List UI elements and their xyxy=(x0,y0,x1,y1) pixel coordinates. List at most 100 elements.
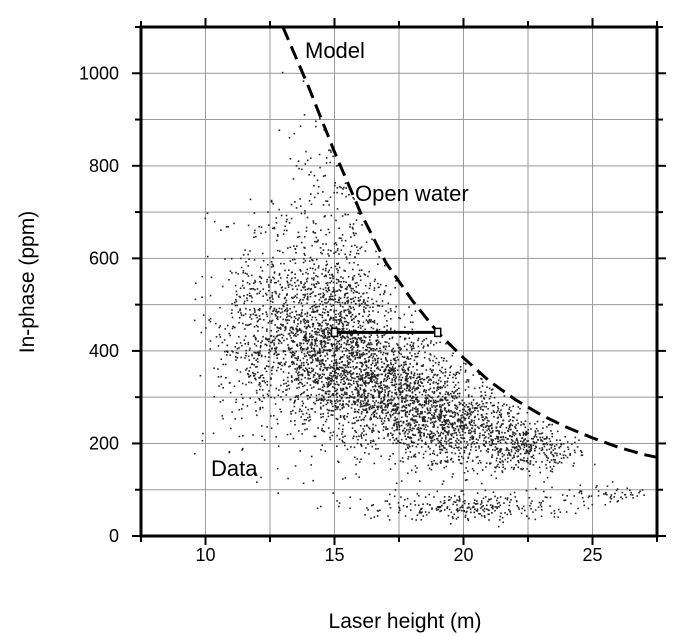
data-point xyxy=(239,342,242,344)
data-point xyxy=(503,502,505,504)
data-point xyxy=(374,410,376,413)
data-point xyxy=(377,350,380,353)
data-point xyxy=(307,373,310,376)
data-point xyxy=(440,371,442,373)
data-point xyxy=(519,446,521,448)
data-point xyxy=(421,382,424,384)
data-point xyxy=(463,402,466,404)
data-point xyxy=(298,327,301,330)
data-point xyxy=(328,296,331,298)
data-point xyxy=(444,371,447,373)
data-point xyxy=(330,293,332,295)
data-point xyxy=(394,416,396,419)
data-point xyxy=(439,433,442,435)
data-point xyxy=(427,403,430,405)
data-point xyxy=(314,333,317,335)
data-point xyxy=(276,312,279,314)
data-point xyxy=(319,118,321,120)
data-point xyxy=(405,451,407,454)
data-point xyxy=(376,509,379,512)
data-point xyxy=(274,348,277,351)
data-point xyxy=(424,397,427,399)
data-point xyxy=(256,365,258,368)
data-point xyxy=(447,423,450,426)
data-point xyxy=(478,445,480,447)
data-point xyxy=(367,377,370,379)
data-point xyxy=(417,382,419,385)
data-point xyxy=(288,349,291,351)
data-point xyxy=(341,360,343,363)
data-point xyxy=(322,340,325,343)
data-point xyxy=(339,334,341,336)
data-point xyxy=(400,382,402,384)
data-point xyxy=(471,435,473,437)
data-point xyxy=(441,424,443,426)
data-point xyxy=(478,459,481,462)
data-point xyxy=(325,327,327,330)
data-point xyxy=(271,339,274,342)
data-point xyxy=(411,417,413,420)
data-point xyxy=(306,277,309,280)
data-point xyxy=(396,425,398,428)
data-point xyxy=(286,385,288,387)
data-point xyxy=(352,360,354,363)
data-point xyxy=(461,414,463,416)
data-point xyxy=(231,411,233,413)
data-point xyxy=(361,405,363,408)
data-point xyxy=(493,396,496,399)
data-point xyxy=(298,386,300,389)
data-point xyxy=(298,317,300,319)
data-point xyxy=(406,378,408,381)
data-point xyxy=(316,365,318,367)
data-point xyxy=(444,440,446,443)
data-point xyxy=(392,374,395,376)
data-point xyxy=(528,446,531,448)
data-point xyxy=(301,309,303,311)
data-point xyxy=(445,342,447,345)
data-point xyxy=(381,400,384,403)
data-point xyxy=(357,252,360,255)
data-point xyxy=(267,322,270,324)
data-point xyxy=(428,395,431,397)
data-point xyxy=(344,366,347,369)
data-point xyxy=(374,365,376,367)
data-point xyxy=(550,451,553,453)
data-point xyxy=(323,275,326,278)
data-point xyxy=(512,431,514,433)
data-point xyxy=(479,432,481,435)
data-point xyxy=(417,410,419,412)
data-point xyxy=(277,280,280,282)
data-point xyxy=(457,429,460,432)
data-point xyxy=(302,348,304,350)
data-point xyxy=(327,287,329,290)
data-point xyxy=(516,455,519,458)
data-point xyxy=(421,507,423,510)
data-point xyxy=(338,185,341,188)
data-point xyxy=(325,264,327,267)
data-point xyxy=(387,398,390,401)
data-point xyxy=(313,277,315,279)
data-point xyxy=(356,372,358,375)
data-point xyxy=(316,339,318,342)
data-point xyxy=(376,304,379,307)
data-point xyxy=(300,302,303,304)
data-point xyxy=(356,420,358,422)
data-point xyxy=(353,290,356,292)
data-point xyxy=(535,441,538,444)
data-point xyxy=(451,390,453,393)
data-point xyxy=(381,373,383,376)
data-point xyxy=(378,328,381,331)
data-point xyxy=(485,416,487,418)
data-point xyxy=(402,366,405,368)
data-point xyxy=(392,370,395,373)
data-point xyxy=(428,467,431,470)
data-point xyxy=(359,361,361,364)
data-point xyxy=(363,390,366,392)
data-point xyxy=(423,428,425,430)
data-point xyxy=(485,462,488,464)
data-point xyxy=(352,297,354,300)
data-point xyxy=(350,311,352,314)
data-point xyxy=(406,356,409,358)
data-point xyxy=(555,461,557,464)
data-point xyxy=(395,391,398,394)
